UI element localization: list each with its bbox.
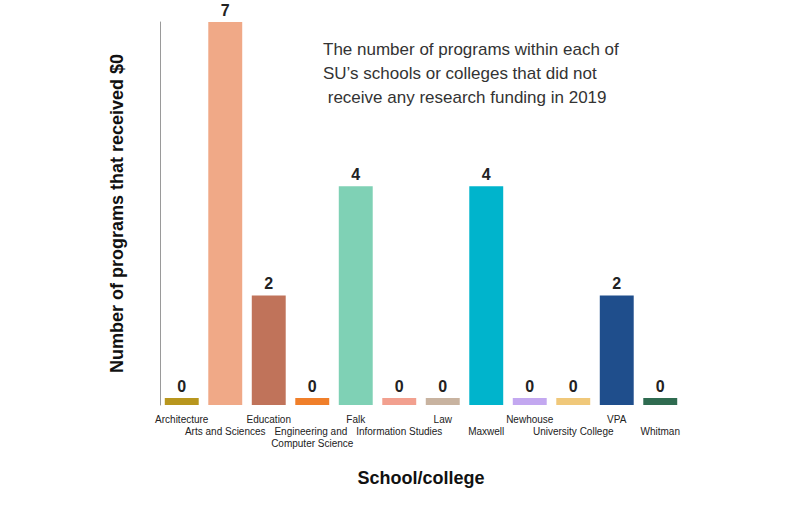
svg-text:Computer Science: Computer Science <box>271 438 354 449</box>
svg-text:Falk: Falk <box>346 414 366 425</box>
svg-text:Education: Education <box>247 414 291 425</box>
svg-text:Maxwell: Maxwell <box>468 426 504 437</box>
svg-text:Architecture: Architecture <box>155 414 209 425</box>
svg-text:0: 0 <box>525 378 534 395</box>
svg-text:SU’s schools or colleges that: SU’s schools or colleges that did not <box>323 64 597 83</box>
svg-text:0: 0 <box>656 378 665 395</box>
svg-text:0: 0 <box>177 378 186 395</box>
svg-text:7: 7 <box>221 2 230 19</box>
svg-text:4: 4 <box>351 166 360 183</box>
svg-text:Engineering and: Engineering and <box>274 426 350 437</box>
svg-text:VPA: VPA <box>607 414 627 425</box>
svg-text:Information Studies: Information Studies <box>356 426 442 437</box>
svg-text:University College: University College <box>533 426 614 437</box>
svg-text:0: 0 <box>395 378 404 395</box>
svg-text:Arts and Sciences: Arts and Sciences <box>185 426 266 437</box>
svg-text:Number of programs that receiv: Number of programs that received $0 <box>107 54 127 373</box>
svg-text:Newhouse: Newhouse <box>506 414 554 425</box>
svg-text:2: 2 <box>612 275 621 292</box>
svg-text:4: 4 <box>482 166 491 183</box>
svg-text:The number of programs within: The number of programs within each of <box>323 40 623 59</box>
svg-text:2: 2 <box>264 275 273 292</box>
svg-text:Whitman: Whitman <box>641 426 680 437</box>
svg-text:0: 0 <box>438 378 447 395</box>
svg-text:School/college: School/college <box>357 468 484 488</box>
svg-text:receive any research funding i: receive any research funding in 2019 <box>323 88 607 107</box>
svg-text:0: 0 <box>569 378 578 395</box>
svg-text:Law: Law <box>434 414 453 425</box>
svg-text:0: 0 <box>308 378 317 395</box>
